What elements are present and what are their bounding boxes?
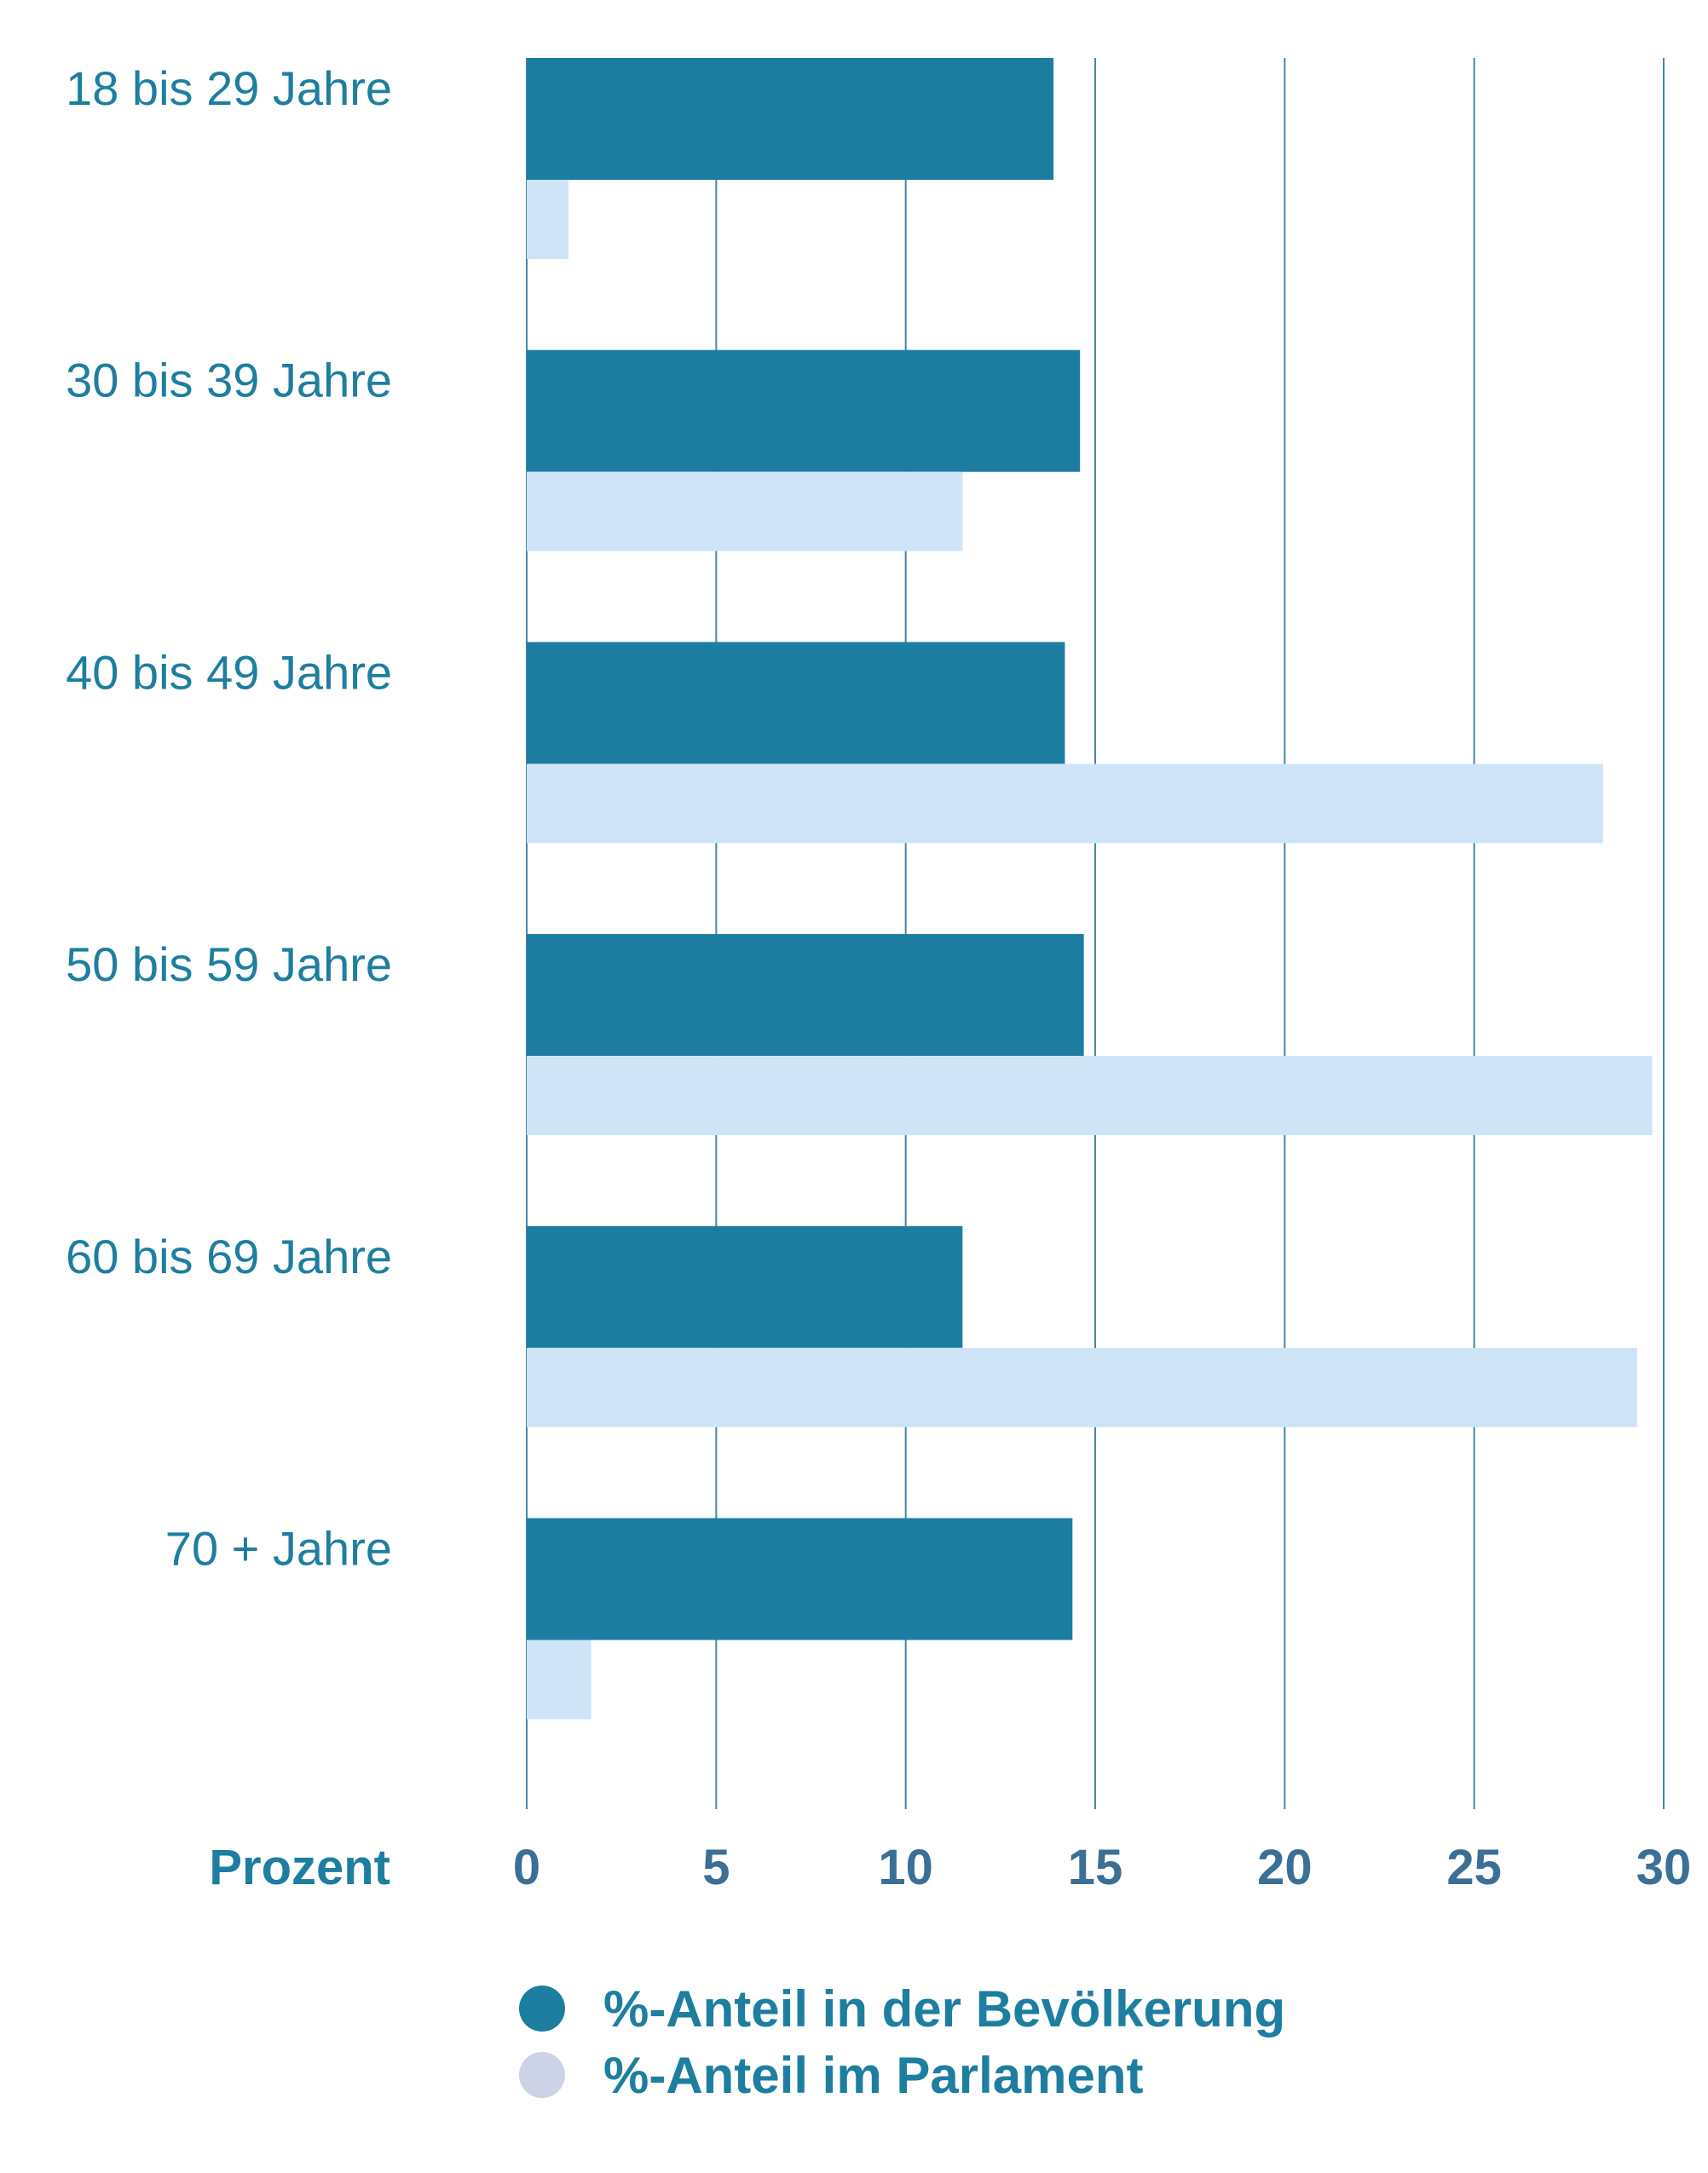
category-label: 40 bis 49 Jahre [66, 645, 392, 699]
category-label: 18 bis 29 Jahre [66, 61, 392, 115]
bar-population [527, 642, 1065, 764]
gridlines [526, 58, 1665, 1809]
bar-population [527, 58, 1054, 180]
x-tick-label: 30 [1636, 1840, 1692, 1895]
category-label: 70 + Jahre [165, 1522, 392, 1576]
bar-parliament [527, 1640, 591, 1720]
legend: %-Anteil in der Bevölkerung %-Anteil im P… [519, 1980, 1285, 2104]
x-tick-label: 20 [1257, 1840, 1313, 1895]
bar-population [527, 349, 1081, 472]
bar-parliament [527, 1056, 1653, 1136]
bar-parliament [527, 1347, 1637, 1427]
x-tick-label: 0 [513, 1840, 540, 1895]
category-labels: 18 bis 29 Jahre 30 bis 39 Jahre 40 bis 49 … [66, 61, 392, 1576]
x-axis-label: Prozent [209, 1840, 390, 1895]
category-label: 60 bis 69 Jahre [66, 1230, 392, 1283]
legend-marker-icon [519, 2052, 565, 2098]
x-tick-label: 25 [1446, 1840, 1502, 1895]
x-tick-label: 15 [1068, 1840, 1123, 1895]
bar-parliament [527, 180, 568, 259]
bar-population [527, 934, 1084, 1057]
bar-parliament [527, 764, 1603, 844]
bar-parliament [527, 471, 963, 551]
bar-population [527, 1518, 1073, 1640]
bars [527, 58, 1653, 1720]
legend-marker-icon [519, 1986, 565, 2032]
category-label: 30 bis 39 Jahre [66, 354, 392, 407]
legend-label: %-Anteil in der Bevölkerung [603, 1980, 1285, 2038]
bar-population [527, 1225, 963, 1348]
x-tick-label: 5 [702, 1840, 730, 1895]
legend-label: %-Anteil im Parlament [603, 2047, 1144, 2104]
x-axis: Prozent 0 5 10 15 20 25 30 [209, 1840, 1691, 1895]
x-tick-label: 10 [878, 1840, 933, 1895]
category-label: 50 bis 59 Jahre [66, 937, 392, 991]
